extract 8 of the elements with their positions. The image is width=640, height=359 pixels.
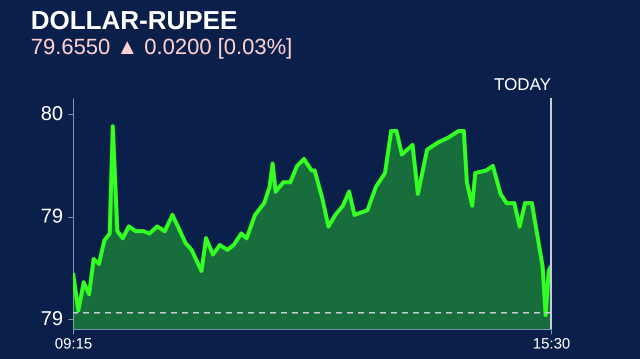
text: 79 <box>40 206 63 228</box>
text: 79 <box>40 308 63 330</box>
chart-title: DOLLAR-RUPEE <box>30 5 238 35</box>
chart-subtitle: 79.6550 ▲ 0.0200 [0.03%] <box>30 34 292 59</box>
x-tick-label: 09:15 <box>54 336 92 352</box>
x-tick-label: 15:30 <box>532 336 570 352</box>
ref-line-label: TODAY <box>494 75 551 94</box>
text: 80 <box>40 103 63 126</box>
